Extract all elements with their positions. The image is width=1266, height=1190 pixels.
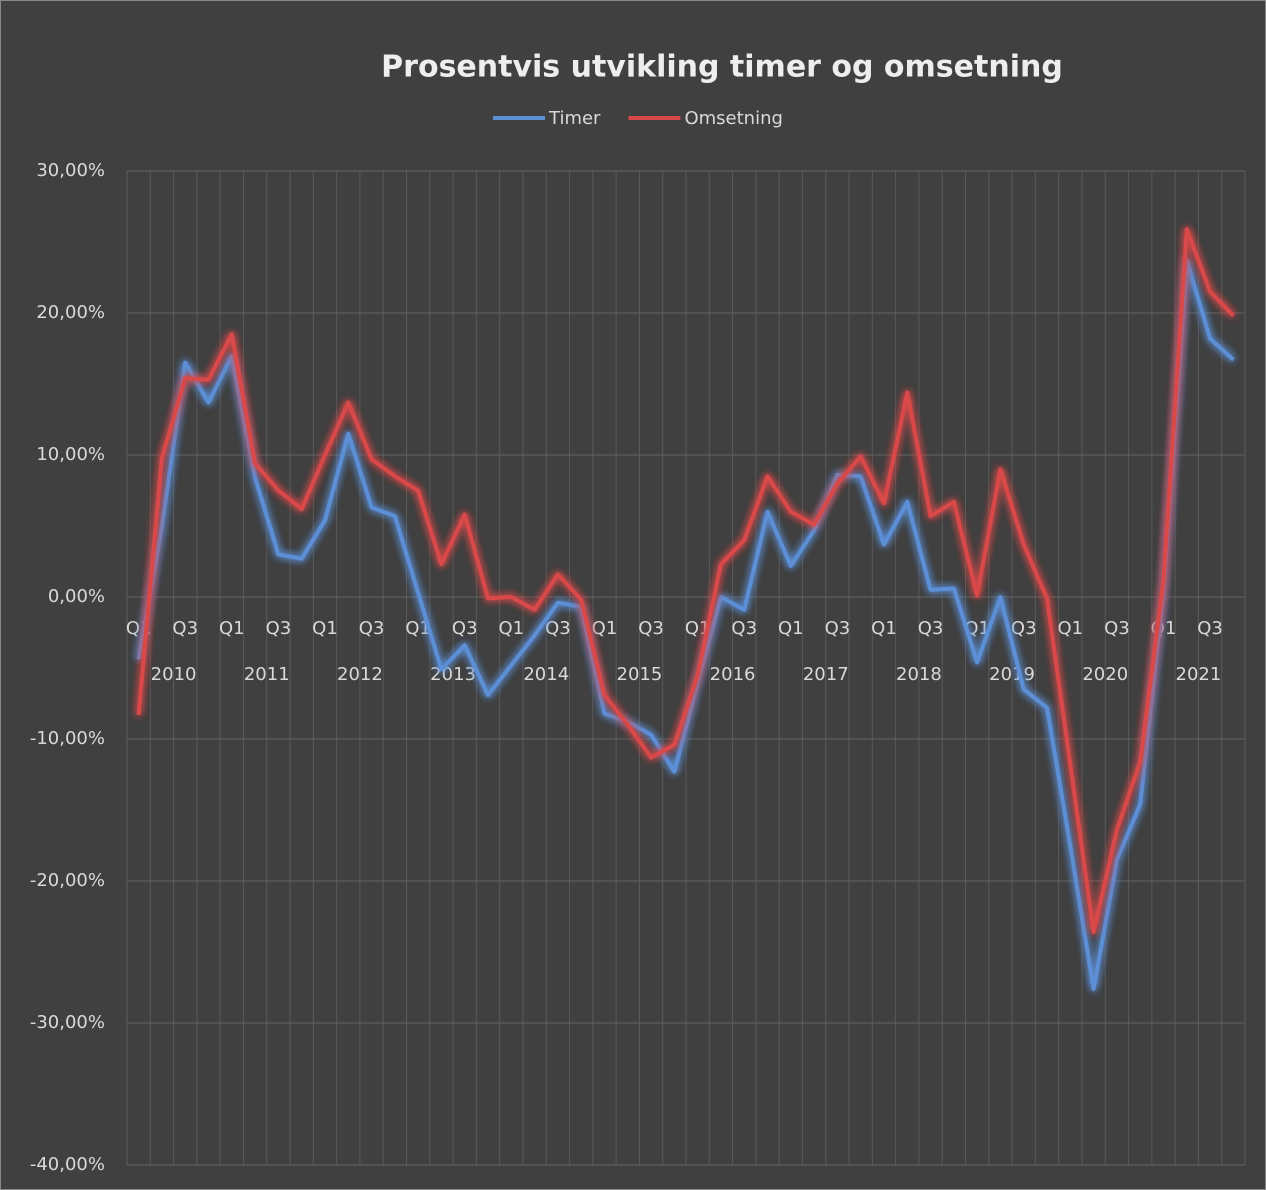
y-tick-label: 20,00% xyxy=(36,302,105,323)
x-group-label: 2015 xyxy=(617,664,663,685)
x-group-label: 2019 xyxy=(989,664,1035,685)
x-group-label: 2011 xyxy=(244,664,290,685)
legend-label: Timer xyxy=(548,108,601,129)
legend-label: Omsetning xyxy=(684,108,782,129)
y-tick-label: 0,00% xyxy=(48,586,105,607)
chart-title: Prosentvis utvikling timer og omsetning xyxy=(381,50,1063,85)
series-line xyxy=(136,258,1235,991)
y-tick-label: -40,00% xyxy=(30,1154,105,1175)
x-tick-label: Q1 xyxy=(871,618,897,639)
x-tick-label: Q3 xyxy=(638,618,664,639)
x-tick-label: Q1 xyxy=(685,618,711,639)
x-group-label: 2010 xyxy=(151,664,197,685)
x-tick-label: Q3 xyxy=(1104,618,1130,639)
x-group-label: 2017 xyxy=(803,664,849,685)
x-tick-label: Q3 xyxy=(452,618,478,639)
x-tick-label: Q1 xyxy=(592,618,618,639)
y-tick-label: -10,00% xyxy=(30,728,105,749)
x-tick-label: Q3 xyxy=(1011,618,1037,639)
x-group-label: 2013 xyxy=(430,664,476,685)
x-tick-label: Q3 xyxy=(825,618,851,639)
x-tick-label: Q3 xyxy=(918,618,944,639)
x-tick-label: Q3 xyxy=(545,618,571,639)
x-tick-label: Q3 xyxy=(1197,618,1223,639)
x-tick-label: Q1 xyxy=(499,618,525,639)
x-tick-label: Q3 xyxy=(266,618,292,639)
x-tick-label: Q3 xyxy=(731,618,757,639)
legend: Timer Omsetning xyxy=(493,108,783,129)
x-group-label: 2020 xyxy=(1082,664,1128,685)
y-tick-label: 10,00% xyxy=(36,444,105,465)
x-group-label: 2014 xyxy=(523,664,569,685)
x-tick-label: Q3 xyxy=(172,618,198,639)
series-line xyxy=(136,227,1235,935)
x-tick-label: Q1 xyxy=(405,618,431,639)
x-group-label: 2012 xyxy=(337,664,383,685)
x-tick-label: Q1 xyxy=(312,618,338,639)
x-group-label: 2016 xyxy=(710,664,756,685)
x-group-label: 2018 xyxy=(896,664,942,685)
y-tick-label: 30,00% xyxy=(36,160,105,181)
y-tick-label: -30,00% xyxy=(30,1012,105,1033)
x-group-label: 2021 xyxy=(1176,664,1222,685)
x-tick-label: Q1 xyxy=(778,618,804,639)
x-tick-label: Q1 xyxy=(964,618,990,639)
x-tick-label: Q1 xyxy=(1058,618,1084,639)
x-tick-label: Q3 xyxy=(359,618,385,639)
y-tick-label: -20,00% xyxy=(30,870,105,891)
x-tick-label: Q1 xyxy=(219,618,245,639)
